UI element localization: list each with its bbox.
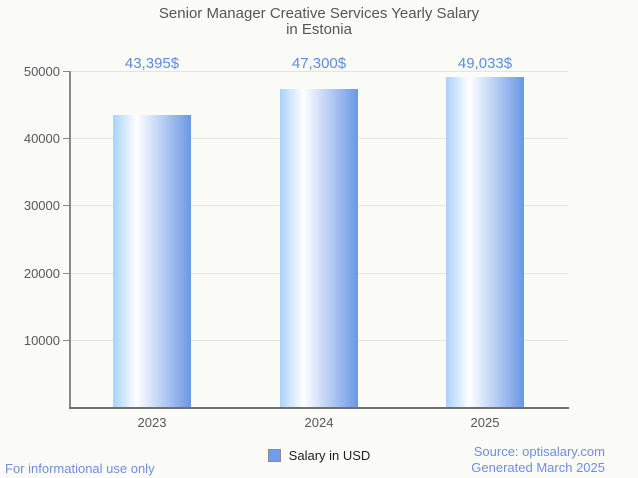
bar-2025[interactable]	[446, 77, 524, 407]
chart-title-line1: Senior Manager Creative Services Yearly …	[158, 5, 480, 22]
footer-source-block: Source: optisalary.com Generated March 2…	[471, 444, 605, 476]
bar-2023[interactable]	[113, 115, 191, 407]
x-axis-label-2023: 2023	[137, 415, 167, 430]
gridline-50000	[69, 71, 568, 72]
x-axis-label-2024: 2024	[304, 415, 334, 430]
bar-2024[interactable]	[280, 89, 358, 407]
y-tick-mark-10000	[63, 340, 69, 341]
bar-value-label-2023: 43,395$	[124, 55, 180, 72]
bar-value-label-2025: 49,033$	[457, 55, 513, 72]
generated-date: Generated March 2025	[471, 460, 605, 475]
y-tick-mark-40000	[63, 138, 69, 139]
y-axis-line	[69, 71, 71, 407]
chart-title: Senior Manager Creative Services Yearly …	[0, 6, 638, 38]
x-axis-line	[69, 407, 569, 409]
x-axis-label-2025: 2025	[470, 415, 500, 430]
legend: Salary in USD	[0, 448, 638, 463]
legend-label: Salary in USD	[288, 448, 371, 463]
y-axis-label-30000: 30000	[23, 198, 60, 213]
y-tick-mark-30000	[63, 205, 69, 206]
y-tick-mark-50000	[63, 71, 69, 72]
bar-value-label-2024: 47,300$	[291, 55, 347, 72]
chart-title-line2: in Estonia	[286, 21, 352, 38]
y-axis-label-10000: 10000	[23, 333, 60, 348]
y-axis-label-50000: 50000	[23, 64, 60, 79]
y-axis-label-40000: 40000	[23, 131, 60, 146]
y-tick-mark-20000	[63, 273, 69, 274]
legend-swatch-icon	[267, 449, 281, 462]
footer-disclaimer: For informational use only	[5, 461, 155, 476]
y-axis-label-20000: 20000	[23, 266, 60, 281]
source-link[interactable]: Source: optisalary.com	[473, 444, 605, 459]
